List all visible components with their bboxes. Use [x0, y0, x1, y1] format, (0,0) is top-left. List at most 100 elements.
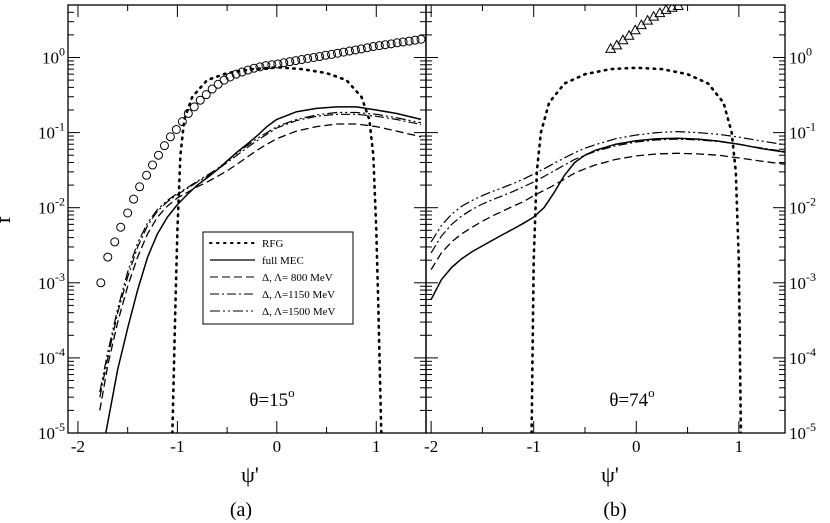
data-point-a [201, 90, 211, 100]
data-point-a [103, 252, 113, 262]
data-point-a [135, 182, 145, 192]
data-point-a [303, 53, 313, 63]
data-point-a [261, 61, 271, 71]
legend-label-5: Δ, Λ=1500 MeV [262, 306, 336, 318]
data-point-a [129, 194, 139, 204]
data-point-b [611, 39, 623, 50]
data-point-a [398, 37, 408, 47]
data-point-a [183, 108, 193, 118]
y-tick-label-b: 10-3 [789, 270, 816, 293]
data-point-a [410, 35, 420, 45]
line-a-series-4 [99, 113, 422, 398]
line-b-series-5 [430, 131, 785, 243]
data-point-a [332, 48, 342, 58]
data-point-b [629, 24, 641, 35]
data-point-b [623, 29, 635, 40]
y-axis-label: f [0, 216, 15, 224]
line-b-series-4 [430, 138, 785, 254]
legend-label-4: Δ, Λ=1150 MeV [262, 289, 335, 301]
panel-a-caption: (a) [230, 499, 252, 521]
data-point-a [279, 58, 289, 68]
x-tick-label-b: 1 [735, 437, 744, 456]
data-point-a [213, 79, 223, 89]
y-tick-label-b: 10-1 [789, 120, 816, 143]
panel-a-y-tick-labels: 10-5 10-4 10-3 10-2 10-1 100 [38, 44, 65, 443]
legend-box [202, 231, 354, 325]
data-point-a [142, 170, 152, 180]
data-point-a [153, 150, 163, 160]
data-point-a [356, 44, 366, 54]
y-tick-label-b: 10-5 [789, 420, 816, 443]
data-point-a [344, 46, 354, 56]
data-point-b [672, 5, 684, 10]
x-tick-label-a: -2 [71, 437, 85, 456]
data-point-a [165, 132, 175, 142]
data-point-a [237, 67, 247, 77]
panel-b-y-tick-labels: 10-5 10-4 10-3 10-2 10-1 100 [789, 44, 816, 443]
data-point-a [195, 95, 205, 105]
data-point-a [148, 160, 158, 170]
data-point-a [231, 69, 241, 79]
y-tick-label-b: 100 [789, 44, 812, 67]
panel-b-annotation: θ=74o [609, 385, 654, 411]
y-tick-label-b: 10-2 [789, 195, 816, 218]
panel-a-plot-area [96, 34, 426, 433]
data-point-a [297, 55, 307, 65]
data-point-a [416, 34, 426, 44]
line-b-series-1 [530, 66, 743, 433]
data-point-a [116, 222, 126, 232]
data-point-a [309, 52, 319, 62]
data-point-a [368, 42, 378, 52]
panel-a-xlabel: ψ' [241, 462, 259, 487]
line-b-series-2 [430, 137, 785, 300]
data-point-a [291, 56, 301, 66]
panel-a-frame [67, 4, 427, 434]
x-tick-label-b: -1 [527, 437, 541, 456]
data-point-a [171, 124, 181, 134]
y-tick-label-a: 10-1 [38, 120, 65, 143]
y-tick-label-a: 10-3 [38, 270, 65, 293]
data-point-a [321, 50, 331, 60]
data-point-a [386, 39, 396, 49]
x-tick-label-a: 0 [273, 437, 282, 456]
legend-label-2: full MEC [262, 255, 304, 267]
data-point-a [315, 52, 325, 62]
data-point-a [159, 141, 169, 151]
data-point-b [660, 5, 672, 14]
data-point-a [110, 237, 120, 247]
data-point-a [96, 278, 106, 288]
data-point-a [327, 49, 337, 59]
data-point-a [285, 57, 295, 67]
data-point-a [255, 62, 265, 72]
legend-label-3: Δ, Λ= 800 MeV [262, 272, 333, 284]
data-point-a [404, 36, 414, 46]
panel-a-x-tick-labels: -2 -1 0 1 [71, 437, 381, 456]
line-a-series-5 [99, 111, 422, 393]
y-tick-label-b: 10-4 [789, 345, 816, 368]
line-a-series-3 [99, 123, 422, 411]
data-point-a [362, 43, 372, 53]
data-point-a [249, 63, 259, 73]
legend: RFG full MEC Δ, Λ= 800 MeV Δ, Λ=1150 MeV Δ, … [202, 231, 354, 325]
panel-a-ticks [68, 4, 427, 434]
y-tick-label-a: 10-5 [38, 420, 65, 443]
data-point-a [267, 60, 277, 70]
data-point-a [177, 117, 187, 127]
data-point-a [350, 45, 360, 55]
data-point-a [225, 72, 235, 82]
data-point-a [374, 41, 384, 51]
line-b-series-3 [430, 152, 785, 270]
data-point-a [380, 40, 390, 50]
data-point-a [273, 59, 283, 69]
y-tick-label-a: 10-4 [38, 345, 65, 368]
data-point-a [123, 208, 133, 218]
data-point-a [243, 65, 253, 75]
x-tick-label-a: 1 [372, 437, 381, 456]
y-tick-label-a: 100 [42, 44, 65, 67]
panel-b-plot-area [430, 5, 785, 433]
panel-b-xlabel: ψ' [601, 462, 619, 487]
x-tick-label-b: 0 [632, 437, 641, 456]
